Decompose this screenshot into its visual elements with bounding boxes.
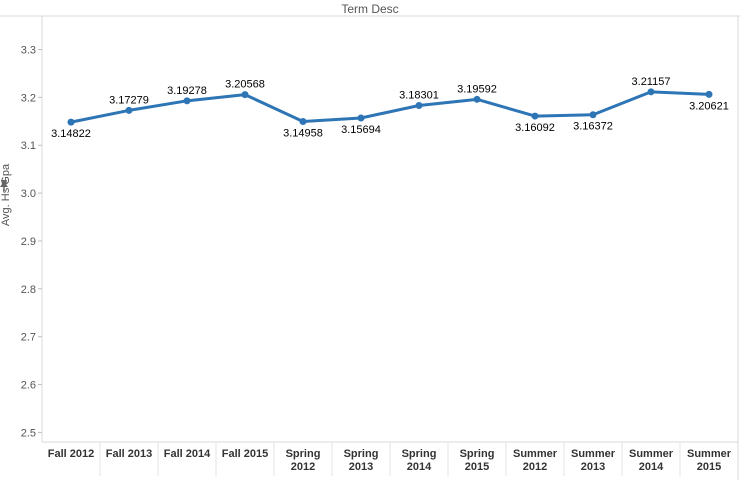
data-label: 3.18301 [399,90,439,102]
data-label: 3.20621 [689,100,729,112]
x-category-label: Fall 2014 [164,448,211,460]
x-category-label: Spring 2012 [286,448,321,473]
data-label: 3.15694 [341,124,381,136]
y-tick-label: 3.2 [21,92,36,104]
data-label: 3.14958 [283,128,323,140]
data-label: 3.21157 [632,76,671,88]
data-point [589,111,597,119]
data-label: 3.19592 [457,83,497,95]
data-point [241,91,249,99]
x-category-label: Summer 2014 [629,448,674,473]
data-point [415,102,423,110]
data-point [531,112,539,120]
data-label: 3.16372 [573,121,613,133]
data-point [183,97,191,105]
x-category-label: Spring 2013 [344,448,379,473]
chart-title: Term Desc [341,2,399,16]
y-tick-label: 3.1 [21,140,36,152]
y-tick-label: 2.8 [21,284,36,296]
x-category-label: Summer 2013 [571,448,616,473]
y-tick-label: 2.6 [21,380,36,392]
series-line [70,90,710,124]
y-tick-label: 2.9 [21,236,36,248]
x-category-label: Fall 2012 [48,448,94,460]
data-point [125,106,133,114]
data-label: 3.16092 [515,122,555,134]
data-point [357,114,365,122]
x-category-label: Summer 2015 [687,448,732,473]
data-label: 3.19278 [167,85,207,97]
data-point [299,118,307,126]
x-category-label: Fall 2015 [222,448,268,460]
x-category-label: Fall 2013 [106,448,152,460]
data-point [705,90,713,98]
data-point [647,88,655,96]
y-tick-label: 3.3 [21,45,36,57]
y-tick-label: 2.5 [21,427,36,439]
y-tick-label: 2.7 [21,332,36,344]
data-label: 3.14822 [51,128,91,140]
x-category-label: Spring 2015 [460,448,495,473]
x-category-label: Summer 2012 [513,448,558,473]
data-label: 3.20568 [225,79,265,91]
x-category-label: Spring 2014 [402,448,437,473]
data-point [67,118,75,126]
data-label: 3.17279 [109,94,149,106]
data-point [473,95,481,103]
pin-icon[interactable] [0,178,11,192]
y-tick-label: 3.0 [21,188,36,200]
